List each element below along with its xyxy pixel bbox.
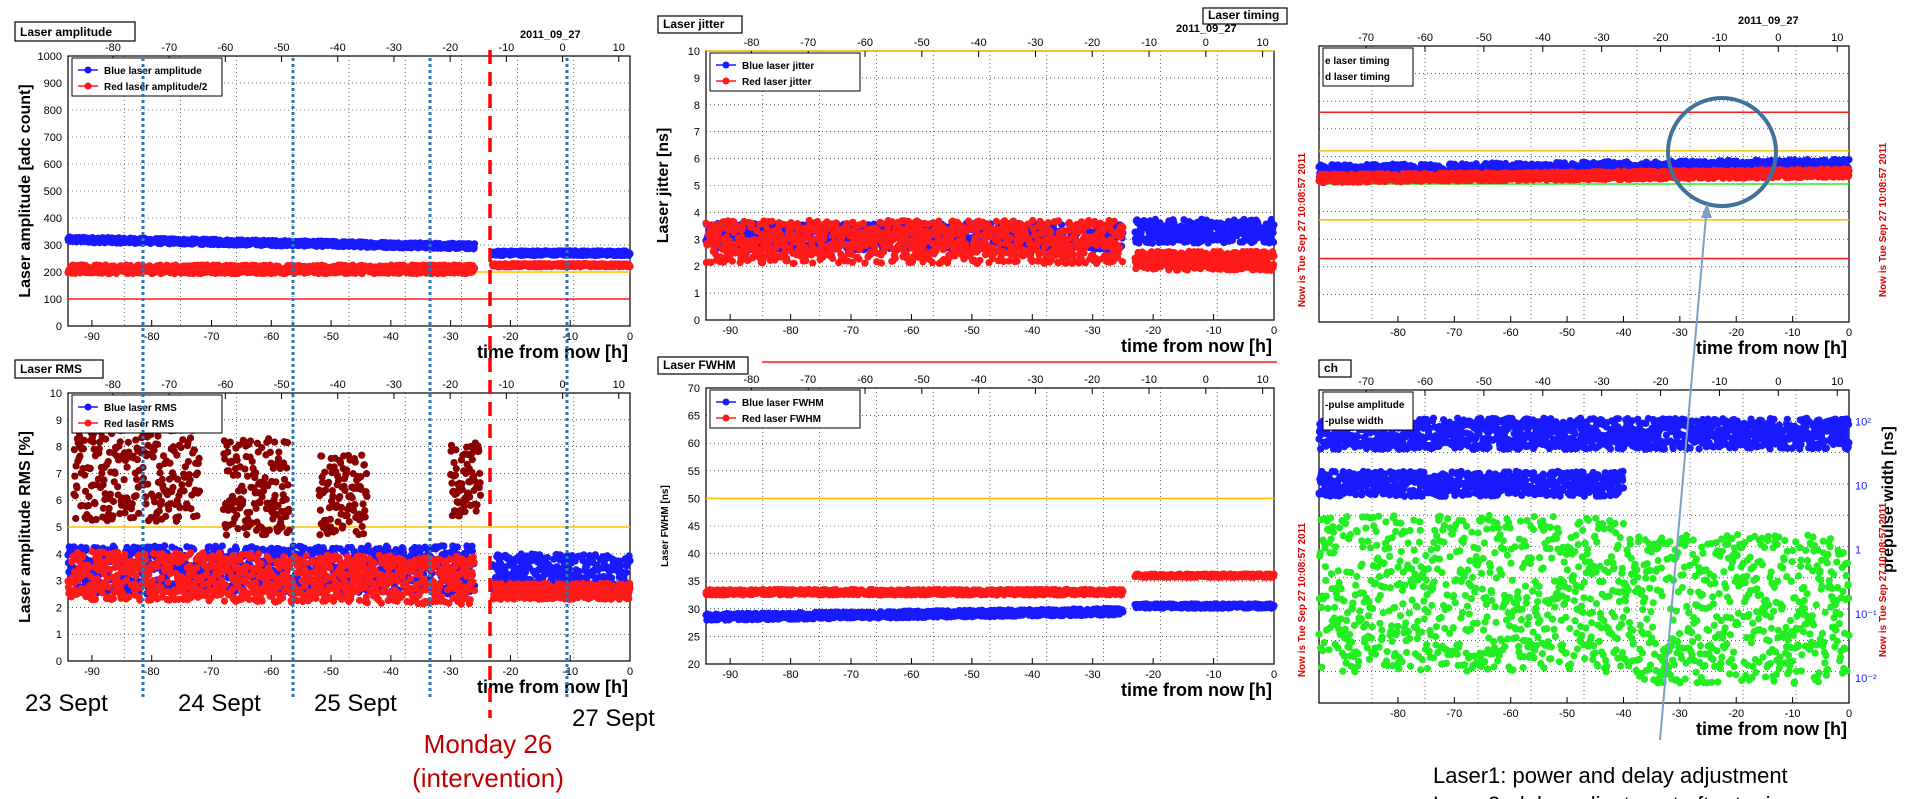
y-tick-label: 100 [44, 294, 62, 306]
y-tick-label: 800 [44, 105, 62, 117]
data-point [187, 549, 195, 557]
data-point [470, 264, 479, 272]
series-blue-laser-amplitude [64, 233, 634, 260]
y-tick-label: 500 [44, 186, 62, 198]
top-tick-label: -30 [386, 42, 402, 54]
x-axis-label: time from now [h] [477, 342, 628, 362]
data-point [93, 574, 101, 583]
y-tick-label: 1000 [38, 51, 62, 63]
y-tick-label: 900 [44, 78, 62, 90]
bottom-tick-label: -40 [383, 331, 399, 343]
top-tick-label: -50 [274, 42, 290, 54]
y-tick-label: 0 [56, 321, 62, 333]
bottom-tick-label: -30 [443, 331, 459, 343]
data-point [280, 553, 288, 561]
data-point [218, 542, 226, 550]
top-tick-label: -10 [498, 42, 514, 54]
data-point [158, 574, 166, 582]
data-point [468, 571, 477, 579]
data-point [377, 599, 385, 607]
data-point [91, 595, 99, 603]
bottom-tick-label: -60 [263, 331, 279, 343]
y-tick-label: 600 [44, 159, 62, 171]
data-point [220, 597, 229, 605]
data-point [469, 578, 477, 586]
data-point [164, 578, 172, 586]
top-tick-label: -20 [442, 42, 458, 54]
data-point [221, 581, 229, 589]
bottom-tick-label: -90 [84, 331, 100, 343]
data-point [626, 250, 634, 258]
y-tick-label: 300 [44, 240, 62, 252]
data-point [363, 599, 371, 607]
data-point [466, 596, 474, 604]
data-point [440, 542, 448, 550]
data-point [279, 594, 287, 602]
data-point [626, 262, 634, 271]
data-point [79, 552, 87, 560]
chart-title: Laser amplitude [20, 25, 112, 39]
data-point [258, 597, 266, 605]
data-point [470, 558, 478, 567]
legend-marker [84, 82, 92, 90]
data-point [312, 594, 320, 603]
data-point [266, 556, 274, 564]
chart-rms: -80 -70 -60 -50 -40 -30 -20 -10 0 10-90 -80 -70 -60-… [14, 359, 634, 697]
y-axis-label: Laser amplitude [adc count] [17, 84, 34, 297]
y-tick-label: 400 [44, 213, 62, 225]
legend-label: Red laser amplitude/2 [104, 82, 208, 93]
data-point [302, 552, 311, 560]
data-point [394, 577, 402, 585]
data-point [255, 550, 263, 558]
data-point [326, 564, 334, 572]
data-point [470, 240, 479, 248]
legend-marker [84, 66, 92, 74]
data-point [125, 593, 133, 601]
data-point [121, 550, 129, 558]
data-point [132, 572, 141, 580]
data-point [399, 556, 407, 564]
top-tick-label: -60 [217, 42, 233, 54]
data-point [161, 542, 169, 550]
bottom-tick-label: -70 [204, 331, 220, 343]
data-point [370, 559, 379, 568]
y-tick-label: 700 [44, 132, 62, 144]
top-tick-label: 0 [559, 42, 565, 54]
top-tick-label: -70 [161, 42, 177, 54]
top-tick-label: 10 [613, 42, 625, 54]
data-point [109, 595, 117, 603]
data-point [228, 586, 236, 594]
y-tick-label: 200 [44, 267, 62, 279]
top-tick-label: -40 [330, 42, 346, 54]
bottom-tick-label: -80 [144, 331, 160, 343]
data-point [406, 575, 415, 583]
data-point [543, 553, 551, 562]
data-point [257, 560, 265, 568]
chart-amp: -80 -70 -60 -50 -40 -30 -20 -10 0 10 -90 -80 -70 -60 -… [14, 21, 634, 362]
data-point [470, 586, 479, 595]
data-point [232, 545, 241, 553]
data-point [302, 559, 310, 567]
bottom-tick-label: -50 [323, 331, 339, 343]
legend-label: Blue laser amplitude [104, 66, 202, 77]
data-point [626, 557, 634, 565]
top-tick-label: -80 [105, 42, 121, 54]
data-point [453, 543, 462, 551]
data-point [622, 569, 630, 577]
